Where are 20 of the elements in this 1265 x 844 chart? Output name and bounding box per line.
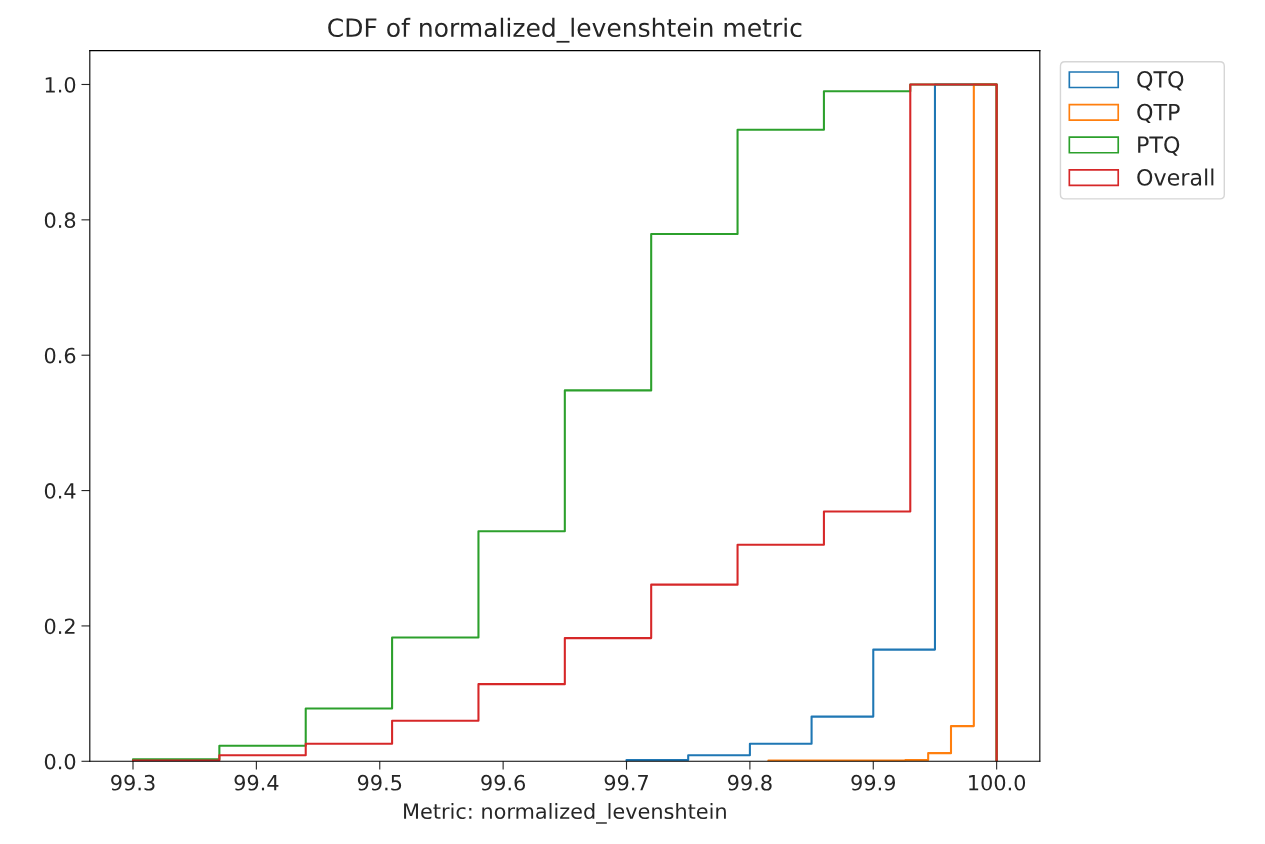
legend-label: QTQ [1137, 71, 1184, 91]
x-axis-title: Metric: normalized_levenshtein [404, 802, 726, 824]
y-tick-label: 0.6 [44, 347, 76, 364]
chart-title: CDF of normalized_levenshtein metric [328, 17, 802, 43]
x-tick-label: 99.6 [481, 774, 526, 791]
x-tick-label: 99.4 [234, 774, 279, 791]
legend-label: QTP [1137, 103, 1180, 124]
x-tick-label: 99.8 [728, 774, 772, 791]
x-tick-label: 99.3 [111, 774, 155, 791]
y-tick-label: 0.8 [44, 212, 76, 229]
x-tick-label: 100.0 [969, 774, 1026, 791]
y-tick-label: 1.0 [45, 76, 76, 93]
y-tick-label: 0.4 [44, 483, 76, 499]
x-tick-label: 99.5 [357, 774, 402, 791]
x-tick-label: 99.9 [851, 774, 895, 791]
legend-label: Overall [1137, 168, 1214, 186]
x-tick-label: 99.7 [604, 774, 648, 791]
legend-label: PTQ [1138, 136, 1180, 156]
y-tick-label: 0.0 [44, 753, 76, 770]
y-tick-label: 0.2 [44, 618, 75, 635]
